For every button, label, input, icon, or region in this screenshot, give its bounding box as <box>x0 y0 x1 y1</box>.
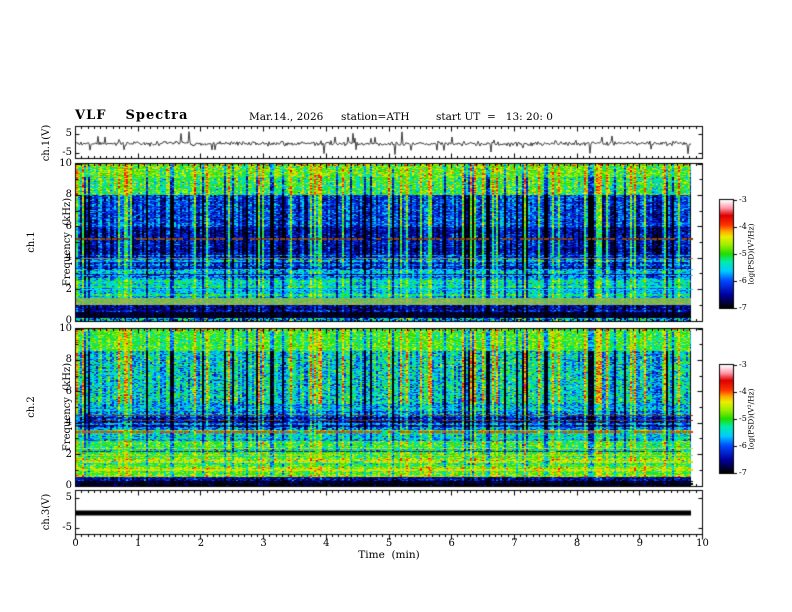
time-tick-label: 8 <box>573 538 581 549</box>
colorbar2-label: log(PSD)(V²/Hz) <box>746 388 756 450</box>
time-tick-label: 0 <box>72 538 79 549</box>
colorbar1-tick-label: -4 <box>739 222 747 231</box>
time-tick-label: 2 <box>197 538 205 549</box>
spec1-frequency-label: Frequency (kHz) <box>62 197 73 287</box>
ch1-ytick-label: -5 <box>62 147 72 158</box>
ch1-voltage-axis-label: ch.1(V) <box>41 124 52 162</box>
spec1-ytick-label: 8 <box>65 189 72 201</box>
time-tick-label: 3 <box>260 538 267 549</box>
ch3-voltage-axis-label: ch.3(V) <box>41 493 52 531</box>
colorbar1-tick-label: -7 <box>739 303 747 312</box>
figure-date: Mar.14., 2026 <box>249 111 324 123</box>
time-tick-label: 4 <box>323 538 330 549</box>
time-tick-label: 9 <box>636 538 643 549</box>
colorbar1-tick-label: -3 <box>739 195 747 204</box>
spec2-ytick-label: 2 <box>65 448 72 460</box>
spec2-ytick-label: 4 <box>65 417 72 429</box>
spec1-ytick-label: 0 <box>65 315 72 326</box>
time-tick-label: 1 <box>135 538 142 549</box>
ch3-ytick-label: 5 <box>65 492 72 503</box>
colorbar2-tick-label: -3 <box>739 360 747 369</box>
spec1-ytick-label: 6 <box>65 220 72 232</box>
time-tick-label: 6 <box>448 538 455 549</box>
spec1-ytick-label: 4 <box>65 252 72 264</box>
time-tick-label: 10 <box>696 538 709 549</box>
figure-title: VLF Spectra <box>75 108 189 123</box>
colorbar1-label: log(PSD)(V²/Hz) <box>746 223 756 285</box>
ch1-ytick-label: 5 <box>65 128 72 139</box>
spec2-freq-axis-label: ch.2 Frequency (kHz) <box>2 363 98 451</box>
spec1-channel-label: ch.1 <box>26 231 37 253</box>
time-tick-label: 7 <box>511 538 518 549</box>
colorbar1-tick-label: -6 <box>739 276 747 285</box>
colorbar2-tick-label: -7 <box>739 468 747 477</box>
colorbar2-tick-label: -6 <box>739 441 747 450</box>
spec2-frequency-label: Frequency (kHz) <box>62 362 73 452</box>
spec1-ytick-label: 2 <box>65 283 72 295</box>
spec1-freq-axis-label: ch.1 Frequency (kHz) <box>2 198 98 286</box>
colorbar2-tick-label: -5 <box>739 414 747 423</box>
spec1-ytick-label: 10 <box>59 158 72 169</box>
spec2-ytick-label: 8 <box>65 354 72 366</box>
figure-start-ut: start UT = 13: 20: 0 <box>436 111 553 123</box>
time-axis-label: Time (min) <box>358 549 420 561</box>
spec2-ytick-label: 10 <box>59 323 72 334</box>
ch3-ytick-label: -5 <box>62 522 72 533</box>
time-tick-label: 5 <box>385 538 393 549</box>
figure-station: station=ATH <box>341 111 410 123</box>
spec2-channel-label: ch.2 <box>26 396 37 418</box>
colorbar2-tick-label: -4 <box>739 387 747 396</box>
spec2-ytick-label: 6 <box>65 385 72 397</box>
spec2-ytick-label: 0 <box>65 480 72 491</box>
colorbar1-tick-label: -5 <box>739 249 747 258</box>
